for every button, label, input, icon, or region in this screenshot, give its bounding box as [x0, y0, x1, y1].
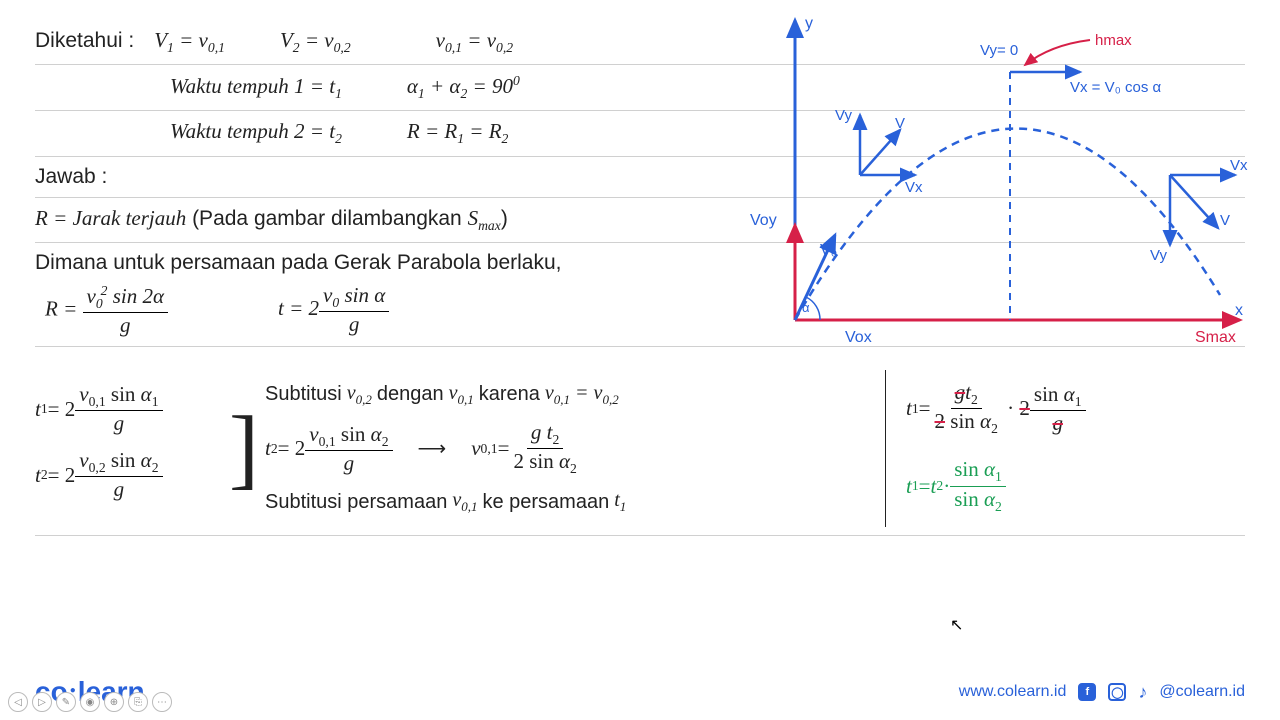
vx-right-label: Vx	[1230, 157, 1248, 174]
more-button[interactable]: ⋯	[152, 692, 172, 712]
eq-v1: V1 = v0,1	[154, 28, 225, 56]
eq-R: R = R1 = R2	[407, 119, 508, 147]
eq-alpha-sum: α1 + α2 = 900	[407, 73, 520, 102]
alpha-label: α	[802, 300, 810, 315]
R-jarak: R = Jarak terjauh	[35, 206, 186, 231]
t1-eq: t1 = 2v0,1 sin α1g	[35, 382, 225, 436]
t1-cancel: t1 = gt22 sin α2 · 2 sin α1g	[906, 380, 1245, 437]
derivation-area: t1 = 2v0,1 sin α1g t2 = 2v0,2 sin α2g ] …	[35, 362, 1245, 536]
footer-right: www.colearn.id f ◯ ♪ @colearn.id	[959, 682, 1245, 703]
eq-v01-v02: v0,1 = v0,2	[436, 28, 513, 56]
mouse-cursor: ↖	[950, 615, 963, 635]
zoom-button[interactable]: ⊕	[104, 692, 124, 712]
t2-sub-eq: t2 = 2v0,1 sin α2g ⟶ v0,1 = g t22 sin α2	[265, 420, 885, 477]
smax-label: Smax	[1195, 329, 1236, 346]
parabola-text: Dimana untuk persamaan pada Gerak Parabo…	[35, 251, 561, 275]
copy-button[interactable]: ⎘	[128, 692, 148, 712]
footer-handle: @colearn.id	[1159, 683, 1245, 701]
vox-label: Vox	[845, 329, 872, 346]
voy-label: Voy	[750, 212, 777, 229]
eq-v2: V2 = v0,2	[280, 28, 351, 56]
given-label: Diketahui :	[35, 29, 134, 53]
playback-controls: ◁ ▷ ✎ ◉ ⊕ ⎘ ⋯	[8, 692, 172, 712]
vy-right-label: Vy	[1150, 247, 1167, 264]
vx-eq-label: Vx = V₀ cos α	[1070, 79, 1162, 96]
mid-column: Subtitusi v0,2 dengan v0,1 karena v0,1 =…	[245, 370, 885, 527]
answer-label: Jawab :	[35, 165, 107, 189]
x-label: x	[1235, 302, 1243, 319]
instagram-icon: ◯	[1108, 683, 1126, 701]
marker-button[interactable]: ◉	[80, 692, 100, 712]
v0-label: V₀	[820, 242, 837, 259]
edit-button[interactable]: ✎	[56, 692, 76, 712]
vy-mid-label: Vy	[835, 107, 852, 124]
v-mid-label: V	[895, 115, 905, 132]
y-label: y	[805, 15, 813, 32]
t-formula: t = 2v0 sin αg	[278, 283, 389, 337]
left-column: t1 = 2v0,1 sin α1g t2 = 2v0,2 sin α2g	[35, 370, 225, 527]
vx-mid-label: Vx	[905, 179, 923, 196]
prev-button[interactable]: ◁	[8, 692, 28, 712]
v-right-label: V	[1220, 212, 1230, 229]
parabola-diagram: y x Voy V₀ α Vox Smax Vy Vx V Vy= 0 Vx =…	[750, 10, 1250, 350]
sub-note-1: Subtitusi v0,2 dengan v0,1 karena v0,1 =…	[265, 382, 885, 408]
R-paren: (Pada gambar dilambangkan Smax)	[186, 206, 508, 234]
sub-note-2: Subtitusi persamaan v0,1 ke persamaan t1	[265, 489, 885, 515]
eq-waktu1: Waktu tempuh 1 = t1	[170, 74, 342, 102]
t1-result: t1 = t2 · sin α1sin α2	[906, 457, 1245, 514]
hmax-label: hmax	[1095, 32, 1132, 49]
bracket: ]	[225, 370, 245, 527]
t2-eq: t2 = 2v0,2 sin α2g	[35, 448, 225, 502]
eq-waktu2: Waktu tempuh 2 = t2	[170, 119, 342, 147]
footer: co●learn www.colearn.id f ◯ ♪ @colearn.i…	[0, 676, 1280, 708]
tiktok-icon: ♪	[1138, 682, 1147, 703]
facebook-icon: f	[1078, 683, 1096, 701]
play-button[interactable]: ▷	[32, 692, 52, 712]
R-formula: R = v02 sin 2αg	[45, 283, 168, 338]
footer-url: www.colearn.id	[959, 683, 1067, 701]
vy0-label: Vy= 0	[980, 42, 1018, 59]
right-column: t1 = gt22 sin α2 · 2 sin α1g t1 = t2 · s…	[885, 370, 1245, 527]
